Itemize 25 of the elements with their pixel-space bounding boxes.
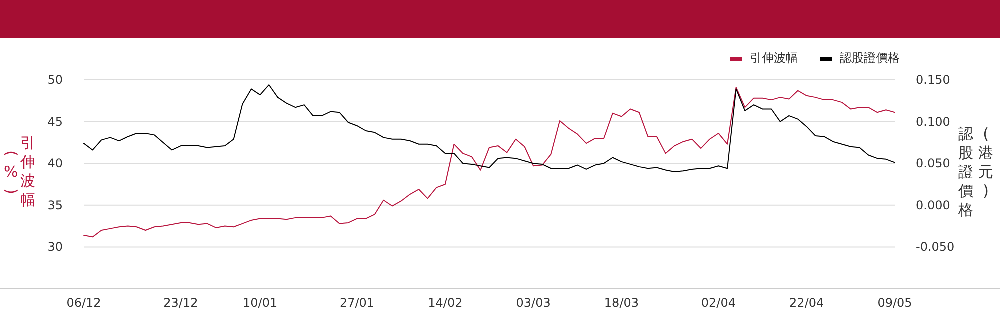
x-tick-label: 14/02 (428, 296, 463, 310)
x-tick-label: 22/04 (790, 296, 824, 310)
y-tick-label: 50 (48, 73, 63, 87)
legend-label: 認股證價格 (840, 50, 900, 67)
x-tick-label: 27/01 (340, 296, 375, 310)
y2-tick-label: 0.100 (916, 114, 950, 129)
y2-tick-label: 0.050 (916, 156, 950, 171)
legend-label: 引伸波幅 (750, 50, 798, 67)
y-tick-label: 45 (48, 114, 63, 129)
line-series (84, 84, 896, 172)
y-tick-label: 30 (48, 240, 63, 254)
x-tick-label: 23/12 (164, 296, 198, 310)
x-tick-label: 10/01 (243, 296, 278, 310)
x-tick-label: 03/03 (516, 296, 551, 310)
y-tick-label: 35 (48, 198, 63, 212)
y2-tick-label: 0.000 (916, 198, 950, 212)
line-series (84, 87, 896, 238)
y2-tick-label: -0.050 (916, 240, 955, 254)
x-tick-label: 09/05 (878, 296, 912, 310)
text: 認股證價格 (港元) (958, 124, 994, 218)
x-tick-label: 02/04 (701, 296, 736, 310)
x-tick-label: 06/12 (66, 296, 102, 310)
y2-tick-label: 0.150 (916, 73, 950, 87)
y-tick-label: 40 (48, 156, 63, 171)
x-tick-label: 18/03 (604, 296, 640, 310)
